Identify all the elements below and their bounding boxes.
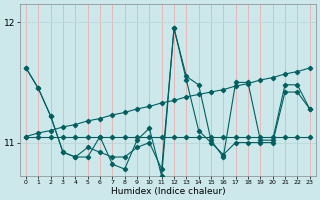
X-axis label: Humidex (Indice chaleur): Humidex (Indice chaleur) bbox=[110, 187, 225, 196]
